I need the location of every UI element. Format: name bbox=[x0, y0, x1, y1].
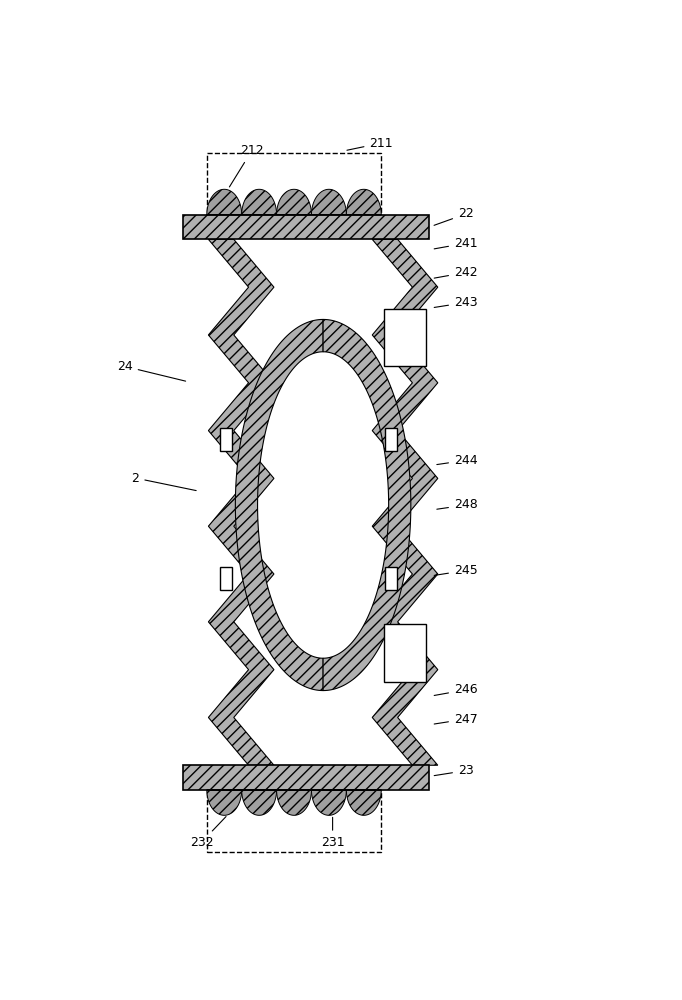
Bar bbox=[220, 567, 232, 590]
Polygon shape bbox=[323, 319, 411, 691]
Polygon shape bbox=[241, 790, 277, 815]
Polygon shape bbox=[277, 790, 312, 815]
Text: 231: 231 bbox=[321, 817, 344, 849]
Polygon shape bbox=[312, 189, 346, 215]
Text: 245: 245 bbox=[434, 564, 477, 577]
Text: 246: 246 bbox=[434, 683, 477, 696]
Bar bbox=[183, 765, 429, 790]
Text: 247: 247 bbox=[434, 713, 477, 726]
Bar bbox=[183, 215, 429, 239]
Bar bbox=[220, 428, 232, 451]
Text: 22: 22 bbox=[434, 207, 474, 225]
Text: 24: 24 bbox=[117, 360, 186, 381]
Text: 2: 2 bbox=[132, 472, 196, 491]
Polygon shape bbox=[235, 319, 323, 691]
Polygon shape bbox=[346, 790, 381, 815]
Bar bbox=[385, 428, 397, 451]
Polygon shape bbox=[277, 189, 312, 215]
Polygon shape bbox=[346, 189, 381, 215]
Polygon shape bbox=[209, 239, 274, 765]
Text: 23: 23 bbox=[434, 764, 474, 777]
Text: 244: 244 bbox=[437, 454, 477, 467]
Bar bbox=[385, 567, 397, 590]
Bar bbox=[384, 624, 426, 682]
Polygon shape bbox=[207, 189, 241, 215]
Text: 232: 232 bbox=[190, 817, 226, 849]
Polygon shape bbox=[241, 189, 277, 215]
Bar bbox=[384, 309, 426, 366]
Bar bbox=[207, 790, 381, 852]
Text: 242: 242 bbox=[434, 266, 477, 279]
Text: 241: 241 bbox=[434, 237, 477, 250]
Text: 243: 243 bbox=[434, 296, 477, 309]
Polygon shape bbox=[312, 790, 346, 815]
Text: 211: 211 bbox=[347, 137, 393, 150]
Text: 212: 212 bbox=[229, 144, 263, 187]
Bar bbox=[207, 153, 381, 215]
Polygon shape bbox=[207, 790, 241, 815]
Text: 248: 248 bbox=[437, 498, 477, 512]
Polygon shape bbox=[372, 239, 438, 765]
